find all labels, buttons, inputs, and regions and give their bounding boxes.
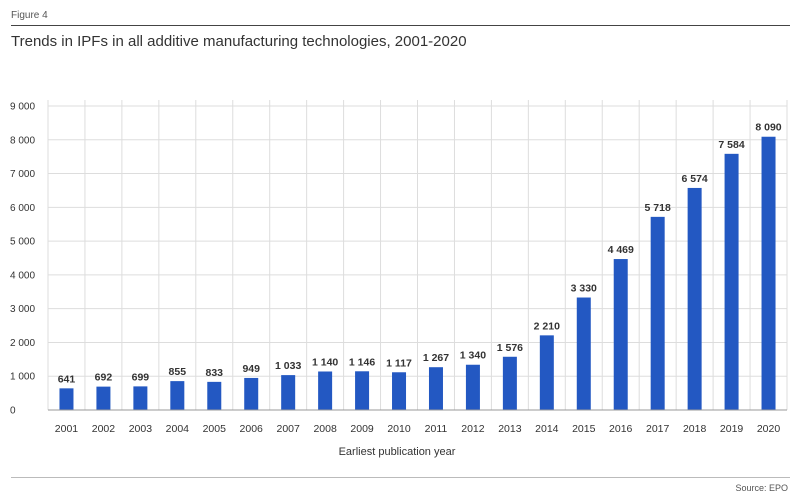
x-tick-label: 2019 (720, 423, 744, 435)
value-label: 641 (58, 373, 76, 385)
value-label: 2 210 (534, 320, 560, 332)
grid-lines (47, 100, 788, 410)
bottom-rule (11, 477, 790, 478)
y-tick-label: 3 000 (10, 304, 35, 315)
top-rule (11, 25, 790, 26)
bar (207, 381, 222, 410)
y-tick-label: 8 000 (10, 135, 35, 146)
value-label: 833 (206, 367, 224, 379)
x-tick-label: 2004 (166, 423, 190, 435)
bar (502, 356, 517, 410)
bar (244, 377, 259, 410)
value-label: 4 469 (608, 244, 634, 256)
x-tick-label: 2006 (240, 423, 264, 435)
value-label: 1 576 (497, 342, 523, 354)
value-label: 1 117 (386, 357, 412, 369)
value-label: 1 140 (312, 356, 338, 368)
x-tick-label: 2015 (572, 423, 596, 435)
y-tick-label: 6 000 (10, 203, 35, 214)
x-tick-label: 2010 (387, 423, 411, 435)
value-label: 949 (242, 363, 260, 375)
x-tick-label: 2003 (129, 423, 153, 435)
x-tick-label: 2007 (276, 423, 300, 435)
value-labels: 641 692 699 855 833 949 1 033 1 140 1 146 1 117 1 … (58, 122, 782, 386)
figure-label: Figure 4 (11, 10, 48, 21)
x-tick-label: 2009 (350, 423, 374, 435)
bar (318, 371, 333, 410)
x-tick-label: 2002 (92, 423, 116, 435)
bar (59, 388, 74, 410)
x-tick-label: 2018 (683, 423, 707, 435)
x-tick-label: 2016 (609, 423, 633, 435)
bar (392, 372, 407, 410)
value-label: 1 340 (460, 350, 486, 362)
value-label: 8 090 (755, 122, 781, 134)
bar (355, 371, 370, 410)
x-tick-label: 2013 (498, 423, 522, 435)
value-label: 3 330 (571, 283, 597, 295)
bar (170, 381, 185, 410)
value-label: 6 574 (681, 173, 707, 185)
bars (59, 136, 776, 410)
bar (465, 364, 480, 410)
x-tick-label: 2017 (646, 423, 670, 435)
bar (687, 187, 702, 410)
bar (96, 386, 111, 410)
x-tick-label: 2014 (535, 423, 559, 435)
chart-title: Trends in IPFs in all additive manufactu… (11, 33, 467, 50)
y-tick-label: 9 000 (10, 102, 35, 113)
value-label: 1 146 (349, 356, 375, 368)
x-tick-labels: 2001 2002 2003 2004 2005 2006 2007 2008 2009 2010… (55, 423, 781, 435)
bar (724, 153, 739, 410)
y-tick-label: 1 000 (10, 372, 35, 383)
y-tick-labels: 0 1 000 2 000 3 000 4 000 5 000 6 000 7 000 8 00… (10, 102, 35, 417)
bar (539, 335, 554, 410)
y-tick-label: 2 000 (10, 338, 35, 349)
value-label: 7 584 (718, 139, 744, 151)
bar (761, 136, 776, 410)
bar (650, 216, 665, 410)
x-tick-label: 2001 (55, 423, 79, 435)
value-label: 1 267 (423, 352, 449, 364)
x-tick-label: 2012 (461, 423, 485, 435)
value-label: 5 718 (645, 202, 671, 214)
y-tick-label: 4 000 (10, 270, 35, 281)
x-tick-label: 2005 (203, 423, 227, 435)
source-note: Source: EPO (735, 483, 788, 493)
y-tick-label: 7 000 (10, 169, 35, 180)
value-label: 692 (95, 372, 113, 384)
bar (428, 367, 443, 410)
value-label: 699 (132, 371, 150, 383)
y-tick-label: 5 000 (10, 237, 35, 248)
x-tick-label: 2008 (313, 423, 337, 435)
y-tick-label: 0 (10, 406, 16, 417)
x-axis-title: Earliest publication year (339, 446, 456, 458)
x-tick-label: 2020 (757, 423, 781, 435)
bar (281, 375, 296, 410)
x-tick-label: 2011 (425, 423, 448, 435)
bar (133, 386, 148, 410)
value-label: 855 (169, 366, 187, 378)
value-label: 1 033 (275, 360, 301, 372)
bar (613, 259, 628, 410)
bar (576, 297, 591, 410)
bar-chart: 0 1 000 2 000 3 000 4 000 5 000 6 000 7 000 8 00… (10, 100, 788, 458)
